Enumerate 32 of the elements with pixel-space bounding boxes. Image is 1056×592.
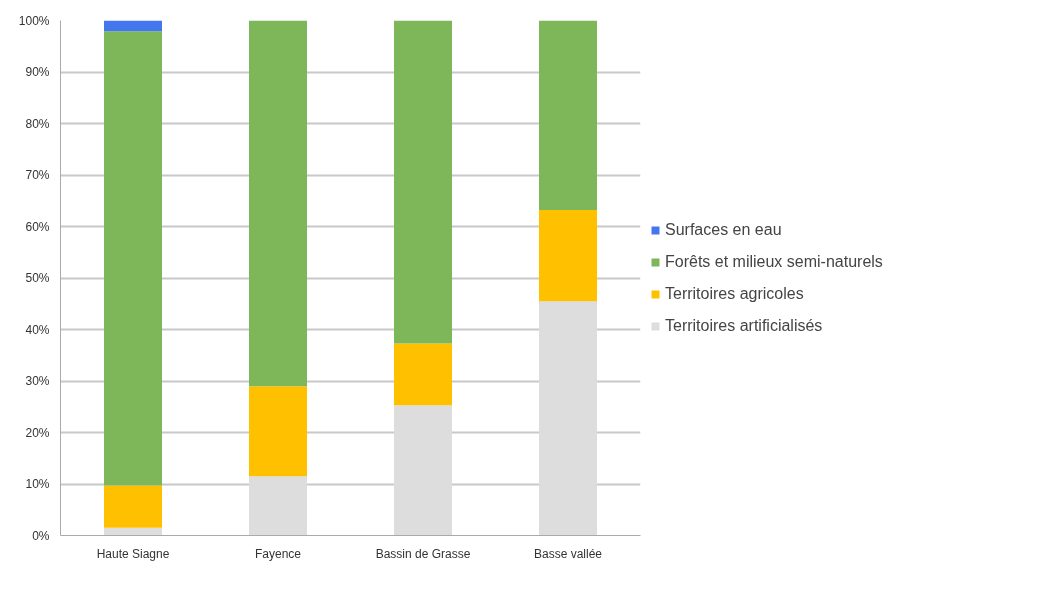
bar <box>394 343 452 406</box>
x-tick-label: Fayence <box>254 546 302 561</box>
bar <box>249 476 307 536</box>
y-tick-label: 70% <box>25 168 50 182</box>
y-tick-label: 40% <box>25 322 50 337</box>
bar <box>539 301 597 536</box>
legend-label: Surfaces en eau <box>665 220 782 239</box>
y-tick-label: 30% <box>25 374 50 388</box>
bar <box>104 527 162 536</box>
y-tick-label: 50% <box>25 271 50 285</box>
y-tick-label: 90% <box>25 65 50 79</box>
bar <box>104 31 162 486</box>
y-tick-label: 10% <box>25 477 50 491</box>
bar <box>539 20 597 211</box>
x-tick-label: Haute Siagne <box>96 546 170 561</box>
legend-label: Forêts et milieux semi-naturels <box>665 252 883 271</box>
bar <box>394 405 452 536</box>
x-tick-label: Basse vallée <box>533 546 603 561</box>
legend-label: Territoires agricoles <box>665 284 804 303</box>
x-tick-label: Bassin de Grasse <box>375 546 471 561</box>
y-tick-label: 60% <box>25 219 50 234</box>
bar <box>539 210 597 302</box>
bar <box>249 386 307 477</box>
bar <box>104 485 162 528</box>
y-tick-label: 100% <box>18 13 50 28</box>
bar <box>249 20 307 387</box>
y-tick-label: 80% <box>25 116 50 131</box>
y-tick-label: 0% <box>32 528 50 543</box>
bar <box>394 20 452 344</box>
legend-label: Territoires artificialisés <box>665 316 823 335</box>
y-tick-label: 20% <box>25 425 50 440</box>
bar <box>104 20 162 32</box>
